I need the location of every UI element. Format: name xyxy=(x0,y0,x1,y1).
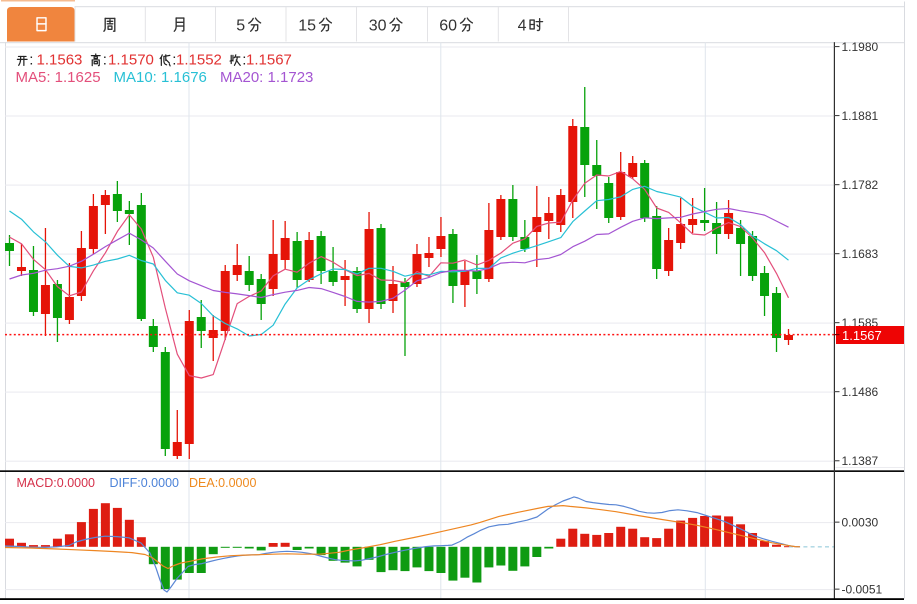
svg-text:5: 5 xyxy=(236,18,245,35)
svg-text:MA20: 1.1723: MA20: 1.1723 xyxy=(220,69,313,86)
svg-text:1.1570: 1.1570 xyxy=(108,52,154,69)
svg-text:MACD:0.0000: MACD:0.0000 xyxy=(17,476,96,490)
svg-text:1.1881: 1.1881 xyxy=(842,109,879,123)
svg-text::: : xyxy=(29,52,33,69)
svg-text:1.1486: 1.1486 xyxy=(842,385,879,399)
svg-text:1.1980: 1.1980 xyxy=(842,40,879,54)
svg-text:MA10: 1.1676: MA10: 1.1676 xyxy=(114,69,207,86)
svg-text:1.1563: 1.1563 xyxy=(37,52,83,69)
svg-text:4: 4 xyxy=(518,18,527,35)
svg-text:DIFF:0.0000: DIFF:0.0000 xyxy=(110,476,180,490)
svg-text:1.1683: 1.1683 xyxy=(842,247,879,261)
svg-text:-0.0051: -0.0051 xyxy=(842,582,883,596)
svg-text:60: 60 xyxy=(439,18,457,35)
svg-text:1.1552: 1.1552 xyxy=(176,52,222,69)
svg-text:30: 30 xyxy=(369,18,387,35)
svg-text::: : xyxy=(103,52,107,69)
svg-text:MA5: 1.1625: MA5: 1.1625 xyxy=(16,69,101,86)
svg-text:1.1387: 1.1387 xyxy=(842,454,879,468)
svg-text:DEA:0.0000: DEA:0.0000 xyxy=(189,476,256,490)
svg-text:1.1567: 1.1567 xyxy=(246,52,292,69)
svg-text:15: 15 xyxy=(298,18,316,35)
svg-text::: : xyxy=(242,52,246,69)
svg-text:1.1567: 1.1567 xyxy=(842,328,882,343)
svg-text::: : xyxy=(172,52,176,69)
svg-text:1.1782: 1.1782 xyxy=(842,178,879,192)
svg-text:0.0030: 0.0030 xyxy=(842,515,879,529)
